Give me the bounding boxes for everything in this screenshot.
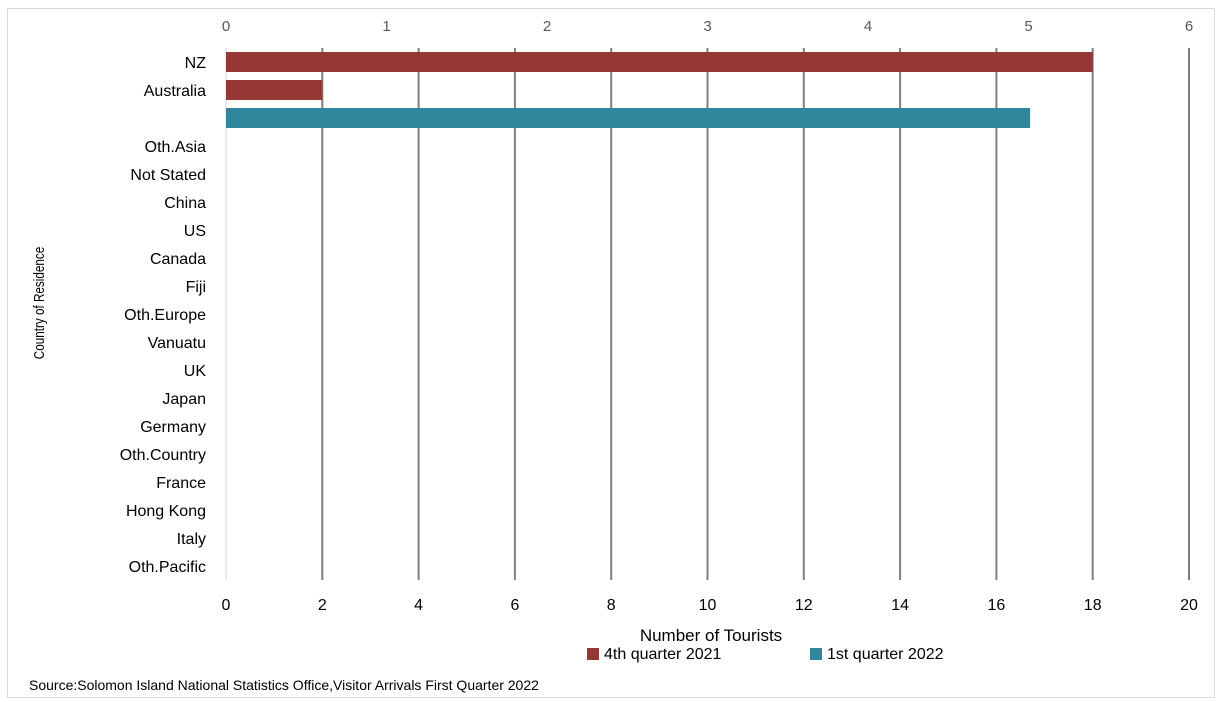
- x-tick-label-top: 6: [1185, 18, 1193, 35]
- top-axis-ticks: 0 1 2 3 4 5 6: [222, 18, 1193, 35]
- legend-swatch-1st-quarter-2022: [810, 648, 822, 660]
- category-label: Australia: [144, 83, 206, 100]
- bar-1st-quarter-2022: [226, 108, 1031, 128]
- x-tick-label-bottom: 4: [414, 597, 423, 614]
- x-tick-label-top: 2: [543, 18, 551, 35]
- category-label: Oth.Country: [120, 447, 206, 464]
- x-tick-label-bottom: 20: [1180, 597, 1198, 614]
- x-tick-label-top: 0: [222, 18, 230, 35]
- x-tick-label-top: 4: [864, 18, 872, 35]
- category-label: Germany: [140, 419, 206, 436]
- bar-4th-quarter-2021: [226, 80, 323, 100]
- category-label: China: [164, 195, 206, 212]
- legend-swatch-4th-quarter-2021: [587, 648, 599, 660]
- category-label: Italy: [177, 531, 206, 548]
- category-label: Japan: [162, 391, 206, 408]
- x-tick-label-bottom: 12: [795, 597, 813, 614]
- category-label: Vanuatu: [148, 335, 206, 352]
- category-label: Canada: [150, 251, 206, 268]
- category-label: Oth.Pacific: [129, 559, 206, 576]
- category-label: Hong Kong: [126, 503, 206, 520]
- x-tick-label-bottom: 16: [988, 597, 1006, 614]
- category-label: Not Stated: [130, 167, 206, 184]
- category-labels: NZ Australia Oth.Asia Not Stated China US Cana…: [120, 55, 207, 576]
- bar-4th-quarter-2021: [226, 52, 1093, 72]
- x-axis-title: Number of Tourists: [640, 626, 782, 645]
- x-tick-label-top: 1: [382, 18, 390, 35]
- x-tick-label-top: 5: [1024, 18, 1032, 35]
- x-tick-label-bottom: 6: [510, 597, 519, 614]
- legend-label-1st-quarter-2022: 1st quarter 2022: [827, 646, 944, 663]
- category-label: US: [184, 223, 206, 240]
- x-tick-label-bottom: 0: [222, 597, 231, 614]
- category-label: UK: [184, 363, 207, 380]
- category-label: NZ: [185, 55, 207, 72]
- bars: [226, 52, 1093, 128]
- source-note: Source:Solomon Island National Statistic…: [29, 677, 539, 693]
- category-label: Oth.Europe: [124, 307, 206, 324]
- category-label: Fiji: [186, 279, 206, 296]
- gridlines: [225, 48, 1190, 580]
- category-label: France: [156, 475, 206, 492]
- category-label: Oth.Asia: [145, 139, 206, 156]
- x-tick-label-bottom: 2: [318, 597, 327, 614]
- x-tick-label-bottom: 10: [699, 597, 717, 614]
- legend: 4th quarter 2021 1st quarter 2022: [587, 646, 944, 663]
- legend-label-4th-quarter-2021: 4th quarter 2021: [604, 646, 722, 663]
- x-tick-label-bottom: 14: [891, 597, 909, 614]
- y-axis-title: Country of Residence: [31, 247, 48, 359]
- x-tick-label-bottom: 8: [607, 597, 616, 614]
- bottom-axis-ticks: 0 2 4 6 8 10 12 14 16 18 20: [222, 597, 1198, 614]
- x-tick-label-top: 3: [703, 18, 711, 35]
- x-tick-label-bottom: 18: [1084, 597, 1102, 614]
